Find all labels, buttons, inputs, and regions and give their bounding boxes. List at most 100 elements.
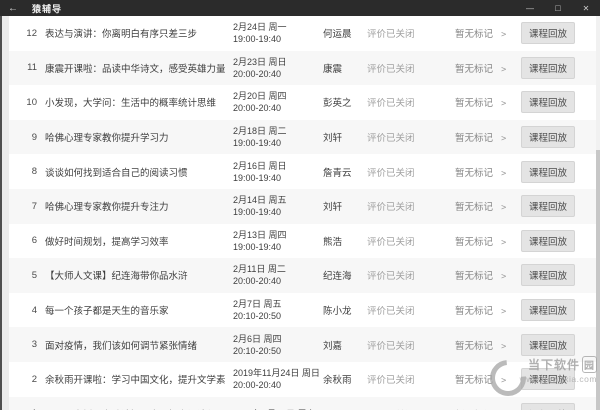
mark-link[interactable]: 暂无标记 >: [455, 372, 513, 386]
replay-button[interactable]: 课程回放: [521, 264, 575, 287]
mark-link[interactable]: 暂无标记 >: [455, 95, 513, 109]
minimize-button[interactable]: —: [526, 3, 534, 13]
course-title: 每一个孩子都是天生的音乐家: [45, 306, 169, 318]
chevron-right-icon: >: [496, 203, 507, 214]
title-bar: ← 猿辅导 — □ ✕: [0, 0, 600, 16]
course-list: 12 表达与演讲：你离明白有序只差三步 2月24日 周一 19:00-19:40…: [9, 16, 596, 410]
replay-button[interactable]: 课程回放: [521, 229, 575, 252]
course-index: 8: [31, 166, 37, 178]
evaluation-status: 评价已关闭: [367, 236, 415, 248]
course-time: 20:10-20:50: [233, 311, 282, 322]
course-index: 5: [31, 269, 37, 281]
mark-label: 暂无标记: [455, 340, 494, 352]
table-row[interactable]: 2 余秋雨开课啦：学习中国文化，提升文学素养 2019年11月24日 周日 20…: [9, 361, 596, 397]
course-time: 20:00-20:40: [233, 380, 282, 391]
mark-label: 暂无标记: [455, 63, 494, 75]
replay-button[interactable]: 课程回放: [521, 126, 575, 149]
course-index: 6: [31, 235, 37, 247]
chevron-right-icon: >: [496, 376, 507, 387]
close-button[interactable]: ✕: [582, 3, 590, 13]
back-icon[interactable]: ←: [8, 2, 18, 14]
replay-button[interactable]: 课程回放: [521, 402, 575, 410]
table-row[interactable]: 1 周国平亲授：突破认知，真正提高阅读与写作能力 2019年7月20日 周六 周…: [9, 396, 596, 410]
mark-link[interactable]: 暂无标记 >: [455, 234, 513, 248]
mark-link[interactable]: 暂无标记 >: [455, 303, 513, 317]
course-index: 10: [26, 96, 37, 108]
evaluation-status: 评价已关闭: [367, 306, 415, 318]
evaluation-status: 评价已关闭: [367, 167, 415, 179]
chevron-right-icon: >: [496, 307, 507, 318]
course-index: 3: [31, 339, 37, 351]
evaluation-status: 评价已关闭: [367, 29, 415, 41]
maximize-button[interactable]: □: [555, 3, 561, 13]
mark-link[interactable]: 暂无标记 >: [455, 338, 513, 352]
course-datetime: 2月18日 周二 19:00-19:40: [233, 125, 315, 149]
course-date: 2月14日 周五: [233, 195, 287, 206]
table-row[interactable]: 12 表达与演讲：你离明白有序只差三步 2月24日 周一 19:00-19:40…: [9, 16, 596, 51]
mark-label: 暂无标记: [455, 306, 494, 318]
course-time: 19:00-19:40: [233, 138, 282, 149]
teacher-name: 彭英之: [323, 98, 352, 110]
replay-button[interactable]: 课程回放: [521, 368, 575, 391]
mark-link[interactable]: 暂无标记 >: [455, 26, 513, 40]
course-datetime: 2月7日 周五 20:10-20:50: [233, 298, 315, 322]
table-row[interactable]: 4 每一个孩子都是天生的音乐家 2月7日 周五 20:10-20:50 陈小龙 …: [9, 292, 596, 328]
replay-button[interactable]: 课程回放: [521, 22, 575, 45]
course-index: 7: [31, 200, 37, 212]
replay-button[interactable]: 课程回放: [521, 333, 575, 356]
app-title: 猿辅导: [32, 3, 63, 14]
chevron-right-icon: >: [496, 272, 507, 283]
replay-button[interactable]: 课程回放: [521, 91, 575, 114]
replay-button[interactable]: 课程回放: [521, 195, 575, 218]
mark-label: 暂无标记: [455, 202, 494, 214]
course-date: 2月7日 周五: [233, 299, 282, 310]
mark-link[interactable]: 暂无标记 >: [455, 199, 513, 213]
mark-link[interactable]: 暂无标记 >: [455, 130, 513, 144]
course-title: 小发现，大学问：生活中的概率统计思维: [45, 98, 217, 110]
replay-button[interactable]: 课程回放: [521, 56, 575, 79]
chevron-right-icon: >: [496, 30, 507, 41]
course-datetime: 2月13日 周四 19:00-19:40: [233, 229, 315, 253]
window-left-edge: [0, 0, 2, 410]
mark-label: 暂无标记: [455, 98, 494, 110]
table-row[interactable]: 3 面对疫情，我们该如何调节紧张情绪 2月6日 周四 20:10-20:50 刘…: [9, 327, 596, 362]
course-time: 19:00-19:40: [233, 207, 282, 218]
course-time: 20:00-20:40: [233, 68, 282, 79]
course-datetime: 2019年11月24日 周日 20:00-20:40: [233, 367, 320, 391]
table-row[interactable]: 9 哈佛心理专家教你提升学习力 2月18日 周二 19:00-19:40 刘轩 …: [9, 119, 596, 155]
teacher-name: 詹青云: [323, 167, 352, 179]
course-date: 2019年7月20日 周六: [233, 409, 316, 410]
mark-label: 暂无标记: [455, 167, 494, 179]
course-title: 谈谈如何找到适合自己的阅读习惯: [45, 167, 188, 179]
course-time: 20:00-20:40: [233, 276, 282, 287]
mark-link[interactable]: 暂无标记 >: [455, 268, 513, 282]
table-row[interactable]: 10 小发现，大学问：生活中的概率统计思维 2月20日 周四 20:00-20:…: [9, 85, 596, 120]
teacher-name: 熊浩: [323, 236, 343, 248]
course-index: 2: [31, 373, 37, 385]
course-datetime: 2月16日 周日 19:00-19:40: [233, 160, 315, 184]
course-time: 19:00-19:40: [233, 172, 282, 183]
course-title: 【大师人文课】纪连海带你品水浒: [45, 271, 188, 283]
table-row[interactable]: 6 做好时间规划，提高学习效率 2月13日 周四 19:00-19:40 熊浩 …: [9, 223, 596, 259]
course-title: 哈佛心理专家教你提升学习力: [45, 133, 169, 145]
scrollbar-thumb[interactable]: [596, 150, 600, 410]
evaluation-status: 评价已关闭: [367, 98, 415, 110]
course-index: 1: [11, 408, 37, 410]
evaluation-status: 评价已关闭: [367, 271, 415, 283]
evaluation-status: 评价已关闭: [367, 202, 415, 214]
course-date: 2月20日 周四: [233, 91, 287, 102]
table-row[interactable]: 7 哈佛心理专家教你提升专注力 2月14日 周五 19:00-19:40 刘轩 …: [9, 188, 596, 224]
replay-button[interactable]: 课程回放: [521, 299, 575, 322]
table-row[interactable]: 11 康震开课啦：品读中华诗文，感受英雄力量 2月23日 周日 20:00-20…: [9, 50, 596, 86]
replay-button[interactable]: 课程回放: [521, 160, 575, 183]
course-datetime: 2月20日 周四 20:00-20:40: [233, 90, 315, 114]
left-gutter: [2, 16, 9, 410]
mark-link[interactable]: 暂无标记 >: [455, 61, 513, 75]
table-row[interactable]: 5 【大师人文课】纪连海带你品水浒 2月11日 周二 20:00-20:40 纪…: [9, 258, 596, 293]
mark-link[interactable]: 暂无标记 >: [455, 165, 513, 179]
course-title: 做好时间规划，提高学习效率: [45, 236, 169, 248]
table-row[interactable]: 8 谈谈如何找到适合自己的阅读习惯 2月16日 周日 19:00-19:40 詹…: [9, 154, 596, 189]
course-time: 20:10-20:50: [233, 345, 282, 356]
course-datetime: 2月6日 周四 20:10-20:50: [233, 333, 315, 357]
